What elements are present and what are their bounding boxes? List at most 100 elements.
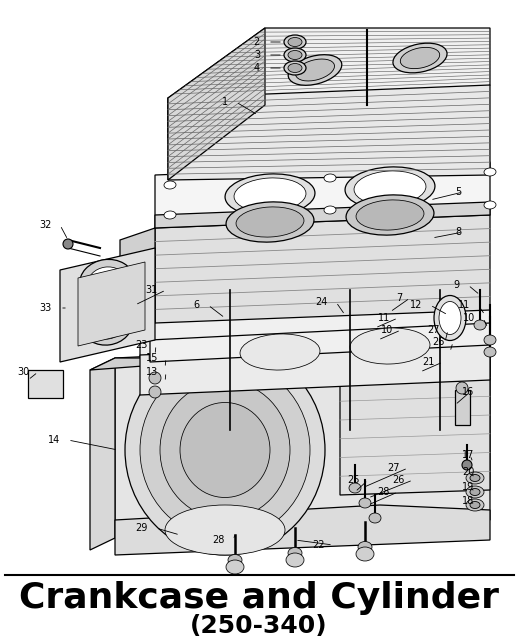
Text: 12: 12 — [409, 300, 422, 310]
Ellipse shape — [356, 200, 424, 230]
Text: 10: 10 — [381, 325, 393, 335]
Text: 5: 5 — [455, 187, 461, 197]
Ellipse shape — [400, 47, 440, 68]
Ellipse shape — [466, 472, 484, 484]
Polygon shape — [168, 85, 490, 180]
Text: 24: 24 — [316, 297, 328, 307]
Text: 22: 22 — [312, 540, 325, 550]
Ellipse shape — [225, 174, 315, 216]
Text: 9: 9 — [454, 280, 460, 290]
Ellipse shape — [284, 61, 306, 75]
Text: 27: 27 — [388, 463, 400, 473]
Text: 18: 18 — [462, 496, 474, 506]
Text: Crankcase and Cylinder: Crankcase and Cylinder — [19, 581, 499, 615]
Circle shape — [456, 382, 468, 394]
Bar — [28, 370, 63, 398]
Ellipse shape — [288, 547, 302, 559]
Text: 3: 3 — [254, 50, 260, 60]
Polygon shape — [140, 340, 490, 395]
Ellipse shape — [88, 267, 126, 297]
Circle shape — [462, 460, 472, 470]
Polygon shape — [140, 305, 490, 358]
Ellipse shape — [240, 334, 320, 370]
Text: 16: 16 — [462, 387, 474, 397]
Text: 6: 6 — [194, 300, 200, 310]
Polygon shape — [150, 323, 490, 362]
Ellipse shape — [484, 168, 496, 176]
Text: (250-340): (250-340) — [190, 614, 328, 638]
Ellipse shape — [358, 541, 372, 552]
Ellipse shape — [350, 328, 430, 364]
Polygon shape — [168, 28, 265, 180]
Ellipse shape — [484, 335, 496, 345]
Text: 29: 29 — [135, 523, 148, 533]
Ellipse shape — [324, 206, 336, 214]
Ellipse shape — [226, 560, 244, 574]
Ellipse shape — [356, 547, 374, 561]
Polygon shape — [168, 28, 490, 140]
Ellipse shape — [288, 38, 302, 47]
Text: 20: 20 — [462, 467, 474, 477]
Ellipse shape — [470, 502, 480, 509]
Polygon shape — [155, 215, 490, 323]
Polygon shape — [115, 505, 490, 555]
Ellipse shape — [288, 54, 342, 85]
Ellipse shape — [180, 403, 270, 497]
Text: 26: 26 — [433, 337, 445, 347]
Ellipse shape — [236, 207, 304, 237]
Ellipse shape — [90, 311, 125, 339]
Ellipse shape — [439, 301, 461, 335]
Text: 13: 13 — [146, 367, 158, 377]
Ellipse shape — [295, 59, 334, 81]
Text: 4: 4 — [254, 63, 260, 73]
Polygon shape — [155, 202, 490, 228]
Ellipse shape — [284, 35, 306, 49]
Ellipse shape — [345, 167, 435, 209]
Ellipse shape — [346, 195, 434, 235]
Text: 31: 31 — [146, 285, 158, 295]
Text: 15: 15 — [146, 353, 158, 363]
Ellipse shape — [165, 505, 285, 555]
Text: 8: 8 — [455, 227, 461, 237]
Ellipse shape — [470, 488, 480, 495]
Text: 7: 7 — [396, 293, 402, 303]
Polygon shape — [115, 340, 490, 538]
Ellipse shape — [164, 211, 176, 219]
Text: 19: 19 — [462, 482, 474, 492]
Text: 28: 28 — [213, 535, 225, 545]
Ellipse shape — [354, 171, 426, 205]
Ellipse shape — [484, 201, 496, 209]
Ellipse shape — [369, 513, 381, 523]
Ellipse shape — [466, 499, 484, 511]
Ellipse shape — [228, 554, 242, 566]
Ellipse shape — [125, 345, 325, 555]
Text: 23: 23 — [135, 340, 148, 350]
Ellipse shape — [359, 498, 371, 508]
Ellipse shape — [286, 553, 304, 567]
Circle shape — [149, 386, 161, 398]
Text: 2: 2 — [254, 37, 260, 47]
Ellipse shape — [79, 259, 134, 305]
Circle shape — [149, 372, 161, 384]
Polygon shape — [90, 358, 115, 550]
Polygon shape — [90, 340, 490, 370]
Polygon shape — [60, 248, 155, 362]
Ellipse shape — [288, 51, 302, 60]
Polygon shape — [78, 262, 145, 346]
Text: 1: 1 — [222, 97, 228, 107]
Text: 21: 21 — [422, 357, 435, 367]
Ellipse shape — [484, 347, 496, 357]
Text: 17: 17 — [462, 450, 474, 460]
Text: 11: 11 — [378, 313, 390, 323]
Text: 14: 14 — [48, 435, 60, 445]
Ellipse shape — [349, 483, 361, 493]
Ellipse shape — [234, 178, 306, 212]
Ellipse shape — [140, 361, 310, 539]
Ellipse shape — [393, 43, 447, 73]
Ellipse shape — [434, 296, 466, 340]
Text: 10: 10 — [463, 313, 475, 323]
Polygon shape — [155, 162, 490, 228]
Text: 11: 11 — [458, 300, 470, 310]
Ellipse shape — [474, 320, 486, 330]
Text: 25: 25 — [348, 475, 360, 485]
